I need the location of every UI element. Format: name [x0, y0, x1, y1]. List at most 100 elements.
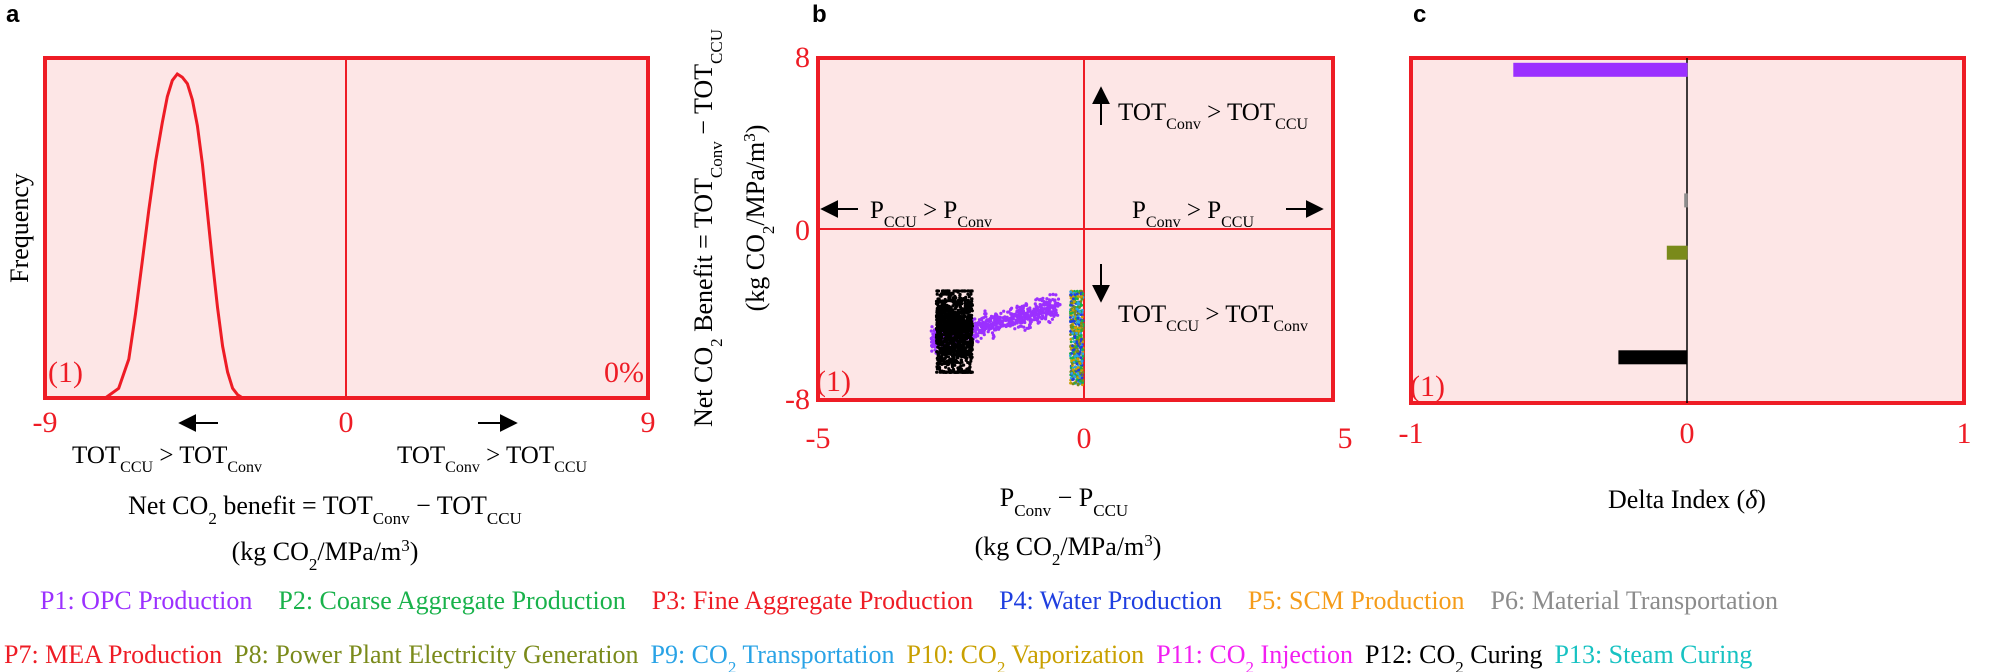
scatter-point-p12 [964, 319, 968, 323]
scatter-point-p1 [986, 330, 990, 334]
scatter-point-p12 [949, 311, 953, 315]
legend-p2: P2: Coarse Aggregate Production [278, 586, 625, 615]
scatter-point-p1 [1048, 293, 1052, 297]
scatter-point-p12 [959, 289, 964, 293]
scatter-point-p12 [956, 311, 960, 315]
scatter-point-p1 [989, 326, 993, 331]
scatter-point-p1 [1012, 321, 1016, 325]
scatter-point-p1 [1047, 320, 1051, 324]
scatter-point-other [1075, 378, 1079, 381]
scatter-point-p1 [1009, 307, 1013, 312]
panel-a: a (1) 0% Frequency -9 0 9 TOTCCU > TOTCo… [5, 1, 656, 574]
scatter-point-p12 [951, 347, 955, 352]
scatter-point-p1 [998, 321, 1002, 325]
scatter-point-other [1071, 378, 1074, 381]
scatter-point-other [1079, 304, 1083, 307]
scatter-point-p12 [968, 370, 972, 374]
scatter-point-p1 [977, 331, 981, 335]
scatter-point-p12 [938, 365, 942, 370]
scatter-point-p1 [1050, 317, 1054, 321]
scatter-point-p12 [970, 355, 974, 359]
scatter-point-p12 [939, 292, 943, 296]
scatter-point-p12 [964, 340, 968, 344]
scatter-point-p1 [933, 345, 937, 349]
scatter-point-p12 [954, 289, 958, 293]
scatter-point-other [1072, 374, 1076, 378]
scatter-point-p12 [967, 319, 972, 323]
scatter-point-p12 [959, 339, 963, 343]
scatter-point-other [1076, 295, 1080, 298]
panel-b-xlabel-line1: PConv − PCCU [1000, 483, 1128, 520]
scatter-point-p12 [970, 330, 974, 335]
scatter-point-p12 [946, 321, 950, 325]
legend-p10-subscript: 2 [997, 658, 1006, 672]
scatter-point-p12 [938, 318, 942, 322]
scatter-point-other [1071, 295, 1075, 299]
legend-p8: P8: Power Plant Electricity Generation [234, 640, 638, 669]
panel-a-ylabel: Frequency [5, 173, 34, 283]
scatter-point-other [1071, 368, 1075, 371]
scatter-point-p1 [1001, 319, 1005, 323]
scatter-point-other [1075, 307, 1079, 311]
scatter-point-p12 [968, 365, 972, 369]
scatter-point-other [1079, 324, 1083, 328]
scatter-point-p1 [979, 324, 983, 328]
scatter-point-p12 [956, 333, 960, 337]
scatter-point-p12 [958, 361, 962, 365]
legend-p5: P5: SCM Production [1248, 586, 1465, 615]
scatter-point-other [1069, 316, 1072, 319]
scatter-point-other [1070, 359, 1073, 363]
scatter-point-p12 [936, 310, 940, 314]
scatter-point-p12 [936, 324, 940, 328]
scatter-point-other [1078, 375, 1082, 379]
scatter-point-p12 [936, 358, 940, 362]
scatter-point-p1 [1018, 324, 1022, 328]
scatter-point-p12 [948, 370, 952, 374]
panel-c-bars [1513, 62, 1688, 365]
scatter-point-p1 [973, 326, 977, 330]
scatter-point-p1 [983, 315, 987, 319]
scatter-point-p12 [946, 355, 951, 359]
scatter-point-other [1069, 290, 1073, 294]
panel-a-xtick-1: 0 [339, 406, 354, 439]
scatter-point-other [1072, 352, 1076, 356]
scatter-point-p12 [947, 348, 951, 352]
panel-b-ytick-1: 0 [795, 214, 810, 247]
scatter-point-p1 [994, 328, 998, 332]
scatter-point-other [1074, 326, 1078, 330]
scatter-point-p12 [964, 346, 968, 350]
scatter-point-other [1080, 319, 1084, 323]
scatter-point-p12 [955, 318, 960, 322]
scatter-point-p12 [936, 303, 940, 307]
scatter-point-p1 [1036, 321, 1040, 325]
scatter-point-p12 [948, 327, 952, 331]
scatter-point-other [1076, 316, 1080, 320]
scatter-point-other [1076, 319, 1080, 323]
scatter-point-other [1080, 295, 1083, 298]
legend-p11-subscript: 2 [1246, 658, 1255, 672]
scatter-point-p12 [956, 356, 960, 360]
scatter-point-other [1070, 301, 1074, 305]
scatter-point-other [1081, 371, 1085, 374]
scatter-point-p12 [952, 369, 956, 373]
scatter-point-p12 [938, 299, 942, 303]
panel-c-xlabel: Delta Index (δ) [1608, 485, 1766, 514]
scatter-point-p12 [961, 324, 965, 328]
scatter-point-other [1072, 358, 1076, 362]
scatter-point-p1 [996, 315, 1000, 319]
scatter-point-p1 [1042, 300, 1046, 304]
scatter-point-p12 [968, 362, 972, 366]
scatter-point-p1 [974, 331, 978, 335]
scatter-point-other [1077, 368, 1081, 372]
scatter-point-p12 [947, 336, 951, 341]
scatter-point-p12 [951, 358, 955, 362]
scatter-point-other [1072, 340, 1076, 344]
scatter-point-p1 [1003, 315, 1007, 319]
legend-p9-rest: Transportation [736, 640, 894, 669]
scatter-point-p1 [997, 327, 1001, 331]
scatter-point-other [1069, 330, 1072, 333]
scatter-point-p12 [959, 326, 963, 330]
scatter-point-p12 [939, 326, 943, 330]
scatter-point-p1 [988, 319, 992, 324]
panel-c-xtick-1: 0 [1680, 417, 1695, 450]
